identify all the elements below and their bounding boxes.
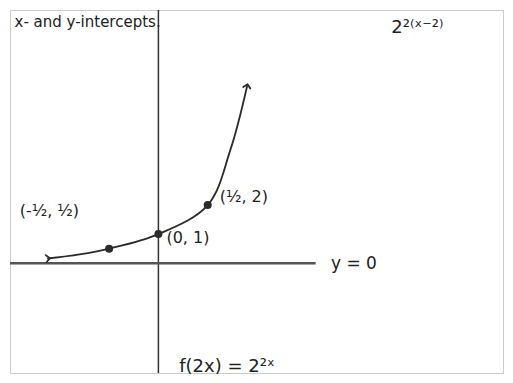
svg-text:y = 0: y = 0 [331, 253, 377, 273]
svg-text:(0, 1): (0, 1) [166, 228, 209, 247]
svg-text:f(2x) = 2²ˣ: f(2x) = 2²ˣ [179, 355, 275, 376]
svg-text:(½, 2): (½, 2) [220, 187, 268, 206]
svg-text:(-½, ½): (-½, ½) [20, 201, 79, 220]
svg-text:x- and y-intercepts.: x- and y-intercepts. [15, 13, 161, 31]
svg-text:2²⁽ˣ⁻²⁾: 2²⁽ˣ⁻²⁾ [391, 16, 443, 37]
